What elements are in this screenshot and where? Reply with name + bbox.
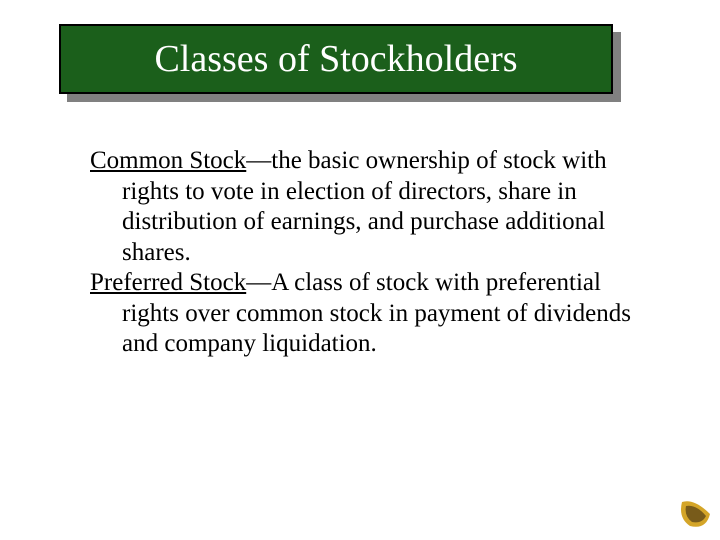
- corner-accent-icon: [674, 494, 714, 534]
- term-separator: —: [246, 147, 271, 174]
- term-common-stock: Common Stock: [90, 147, 246, 174]
- term-preferred-stock: Preferred Stock: [90, 269, 246, 296]
- body-text-block: Common Stock—the basic ownership of stoc…: [90, 146, 650, 360]
- definition-common-stock: Common Stock—the basic ownership of stoc…: [90, 146, 650, 268]
- definition-preferred-stock: Preferred Stock—A class of stock with pr…: [90, 268, 650, 360]
- term-separator: —: [246, 269, 271, 296]
- slide-title: Classes of Stockholders: [154, 37, 517, 81]
- title-box: Classes of Stockholders: [59, 24, 613, 94]
